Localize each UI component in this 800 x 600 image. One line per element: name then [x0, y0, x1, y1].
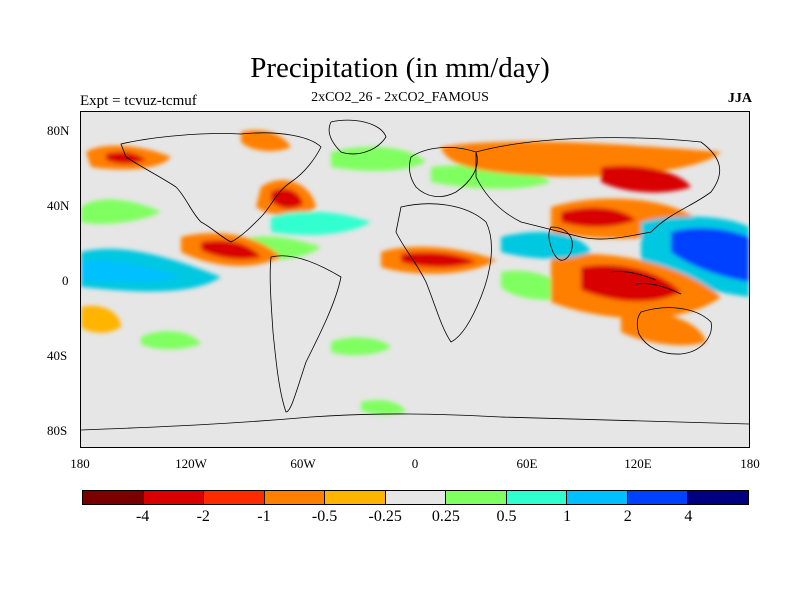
plot-title: Precipitation (in mm/day)	[250, 52, 550, 84]
south-america-outline	[269, 255, 342, 413]
lon-label-60e: 60E	[516, 456, 538, 471]
precipitation-map	[80, 111, 750, 448]
anomaly-atl-wet	[271, 211, 371, 235]
anomaly-npac-dry-core	[106, 152, 146, 164]
anomaly-africa-dry-core	[401, 252, 476, 268]
india-outline	[548, 226, 573, 261]
colorbar-box	[325, 491, 386, 504]
africa-outline	[395, 203, 492, 343]
colorbar-label: -2	[196, 508, 210, 525]
colorbar-box	[83, 491, 144, 504]
experiment-label: Expt = tcvuz-tcmuf	[80, 93, 197, 109]
anomaly-natl-wet	[331, 146, 426, 171]
lat-label-80n: 80N	[47, 123, 70, 138]
colorbar-label: 0.25	[431, 508, 460, 525]
colorbar-box	[506, 491, 568, 504]
colorbar-label: -0.5	[311, 508, 338, 525]
europe-outline	[409, 147, 478, 197]
colorbar-box	[446, 491, 507, 504]
lon-label-120e: 120E	[624, 456, 652, 471]
lon-label-120w: 120W	[175, 456, 207, 471]
colorbar-box	[385, 491, 447, 504]
lat-label-40s: 40S	[47, 348, 68, 363]
lon-label-180e: 180	[740, 456, 760, 471]
season-label: JJA	[727, 91, 752, 106]
anomaly-io-wet	[501, 232, 591, 259]
colorbar	[82, 490, 749, 505]
anomaly-spac-wet	[141, 331, 201, 350]
anomaly-canada-dry	[241, 130, 291, 152]
colorbar-label: -1	[257, 508, 271, 525]
anomaly-spac-dry	[81, 305, 121, 333]
lon-label-60w: 60W	[290, 456, 316, 471]
colorbar-label: 2	[623, 508, 632, 525]
greenland-outline	[328, 119, 387, 155]
colorbar-label: -4	[135, 508, 150, 525]
lon-label-0: 0	[411, 456, 419, 471]
colorbar-label: 4	[684, 508, 693, 525]
anomaly-epac-dry-core	[201, 240, 261, 260]
australia-outline	[636, 307, 712, 355]
anomaly-south-wet	[361, 400, 406, 415]
colorbar-box	[627, 491, 689, 504]
colorbar-label: 1	[563, 508, 572, 525]
indonesia-outline	[610, 271, 682, 295]
anomaly-sam-wet	[331, 337, 391, 356]
colorbar-box	[567, 491, 628, 504]
plot-subtitle: 2xCO2_26 - 2xCO2_FAMOUS	[311, 90, 489, 105]
anomaly-npac-wet	[81, 199, 161, 224]
colorbar-box	[204, 491, 265, 504]
asia-outline	[475, 137, 720, 240]
map-svg	[81, 112, 749, 447]
anomaly-fields	[81, 130, 749, 415]
colorbar-label: -0.25	[368, 508, 402, 525]
anomaly-eastasia-core	[561, 207, 636, 227]
anomaly-australia-dry	[621, 311, 706, 346]
lat-label-40n: 40N	[47, 198, 70, 213]
lat-label-80s: 80S	[47, 423, 68, 438]
north-america-outline	[120, 132, 322, 243]
colorbar-box	[143, 491, 205, 504]
anomaly-wpac-wet-core	[671, 228, 749, 282]
colorbar-box	[688, 491, 749, 504]
lat-label-0: 0	[62, 273, 69, 288]
anomaly-siberia-dry	[441, 141, 721, 177]
anomaly-trop-pac-wet-core	[81, 260, 181, 282]
anomaly-maritime-core	[581, 264, 681, 302]
colorbar-box	[264, 491, 326, 504]
lon-label-180w: 180	[70, 456, 90, 471]
colorbar-label: 0.5	[496, 508, 517, 525]
anomaly-siberia-core	[601, 165, 691, 193]
